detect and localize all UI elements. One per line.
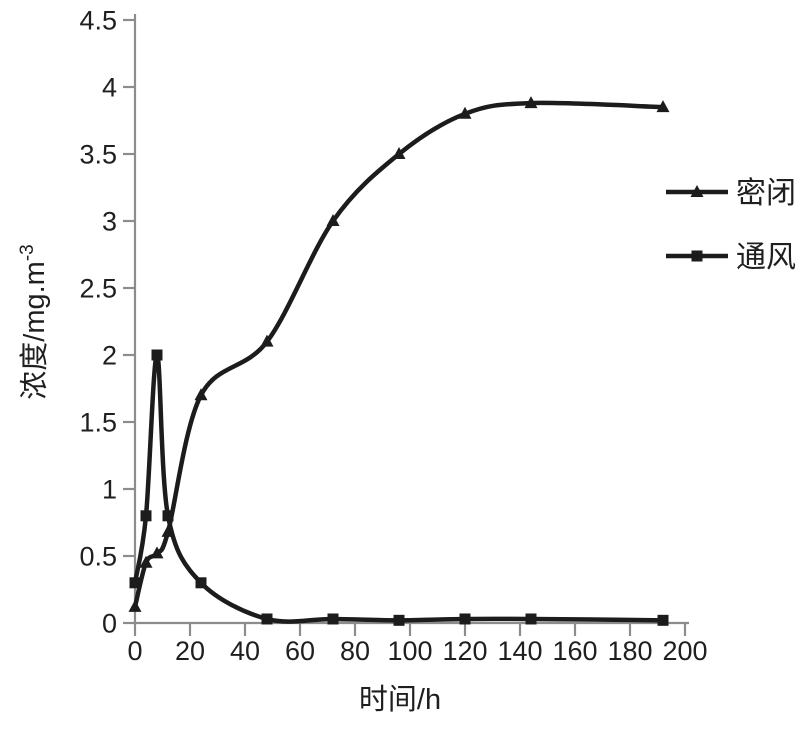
x-tick-label: 140	[497, 636, 542, 666]
square-marker-通风	[261, 613, 273, 625]
series-line-通风	[132, 352, 666, 624]
legend-label: 通风	[736, 241, 796, 274]
x-tick-label: 60	[285, 636, 315, 666]
square-marker-通风	[162, 510, 174, 522]
x-tick-label: 80	[340, 636, 370, 666]
square-marker-通风	[129, 577, 141, 589]
legend-item-密闭: 密闭	[666, 177, 796, 210]
y-tick-label: 0	[102, 608, 117, 638]
y-tick-label: 3	[102, 206, 117, 236]
triangle-marker-密闭	[656, 100, 670, 113]
square-marker-通风	[151, 349, 163, 361]
x-tick-label: 200	[662, 636, 707, 666]
triangle-marker-密闭	[150, 546, 164, 559]
series-lines	[128, 96, 670, 626]
triangle-marker-密闭	[128, 599, 142, 612]
y-tick-label: 2.5	[79, 273, 117, 303]
y-axis-title: 浓度/mg.m-3	[17, 244, 51, 399]
triangle-marker-密闭	[326, 214, 340, 226]
square-marker-通风	[393, 614, 405, 626]
triangle-marker-密闭	[260, 334, 274, 347]
legend-label: 密闭	[736, 177, 796, 210]
legend-item-通风: 通风	[666, 241, 796, 274]
x-tick-label: 120	[442, 636, 487, 666]
y-tick-label: 1	[102, 474, 117, 504]
square-marker-通风	[195, 577, 207, 589]
x-tick-label: 20	[175, 636, 205, 666]
series-密闭	[128, 96, 670, 612]
triangle-marker-密闭	[690, 185, 704, 197]
square-marker-通风	[327, 613, 339, 625]
triangle-marker-密闭	[524, 96, 538, 109]
triangle-marker-密闭	[458, 106, 472, 119]
x-tick-label: 40	[230, 636, 260, 666]
y-tick-label: 4	[102, 72, 117, 102]
y-axis: 0 0.5 1 1.5 2 2.5 3 3.5 4 4.5	[79, 5, 137, 638]
square-marker-通风	[657, 614, 669, 626]
y-tick-label: 3.5	[79, 139, 117, 169]
series-line-密闭	[132, 100, 666, 610]
triangle-marker-密闭	[194, 388, 208, 401]
y-tick-label: 2	[102, 340, 117, 370]
x-tick-label: 180	[607, 636, 652, 666]
x-axis: 0 20 40 60 80 100 120 140 160 180 200	[127, 621, 708, 666]
y-tick-label: 4.5	[79, 5, 117, 35]
y-tick-label: 1.5	[79, 407, 117, 437]
y-tick-label: 0.5	[79, 541, 117, 571]
x-axis-title: 时间/h	[359, 683, 441, 716]
square-marker-通风	[459, 613, 471, 625]
series-通风	[129, 349, 669, 626]
x-tick-label: 160	[552, 636, 597, 666]
triangle-marker-密闭	[139, 555, 153, 568]
y-axis-title-exponent: -3	[17, 244, 38, 261]
triangle-marker-密闭	[392, 147, 406, 159]
square-marker-通风	[140, 510, 152, 522]
square-marker-通风	[525, 613, 537, 625]
x-tick-label: 0	[127, 636, 142, 666]
square-marker-通风	[691, 250, 703, 262]
x-tick-label: 100	[387, 636, 432, 666]
